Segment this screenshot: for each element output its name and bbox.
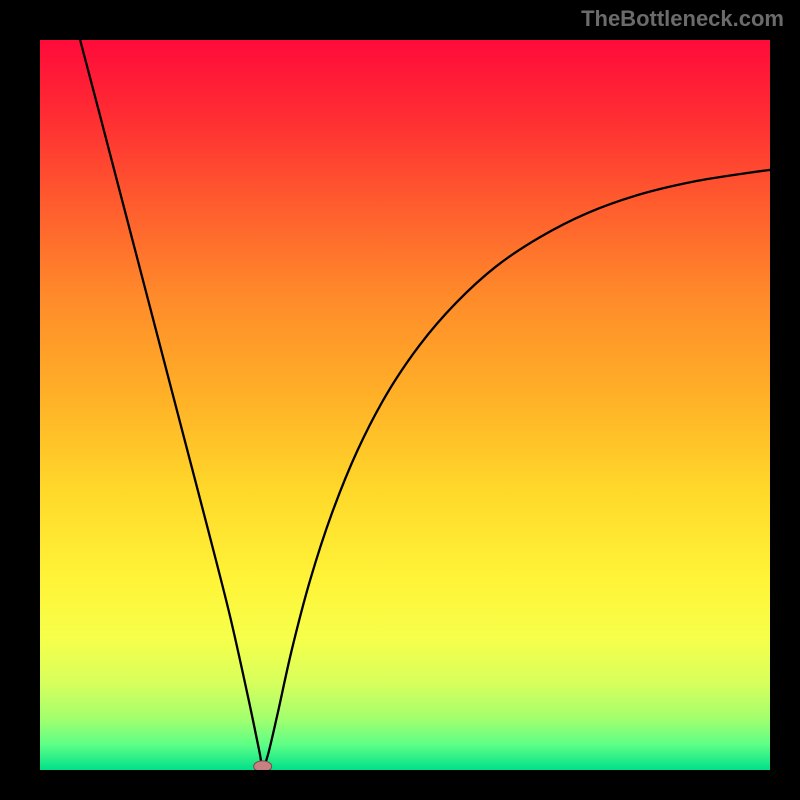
apex-marker bbox=[254, 761, 272, 770]
bottleneck-curve bbox=[80, 40, 770, 767]
plot-area bbox=[40, 40, 770, 770]
curve-layer bbox=[40, 40, 770, 770]
watermark-text: TheBottleneck.com bbox=[581, 6, 784, 32]
